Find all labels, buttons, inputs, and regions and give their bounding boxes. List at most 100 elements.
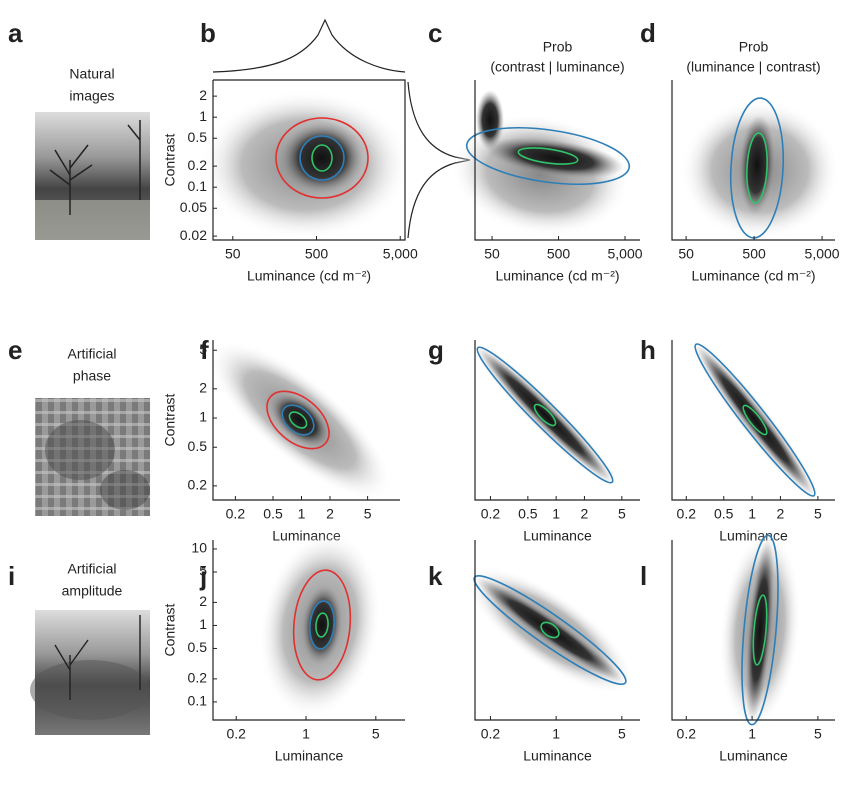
x-tick-label: 0.2 (481, 506, 501, 522)
axis (474, 540, 640, 721)
panel-letter: g (428, 335, 444, 365)
y-tick-label: 0.5 (188, 639, 208, 655)
y-axis-label: Contrast (162, 393, 178, 446)
contour (746, 132, 768, 204)
photo (35, 112, 150, 240)
panel-title: Prob (543, 39, 573, 55)
axis (671, 80, 835, 241)
x-tick-label: 0.2 (677, 726, 697, 742)
x-tick-label: 0.2 (677, 506, 697, 522)
contour (517, 147, 579, 165)
y-axis-label: Contrast (162, 603, 178, 656)
contour (292, 569, 352, 681)
contour (315, 612, 329, 638)
y-tick-label: 0.2 (188, 157, 208, 173)
contour (533, 403, 557, 427)
contour (540, 621, 560, 639)
x-tick-label: 50 (678, 246, 694, 262)
panel-letter: f (200, 335, 209, 365)
contour (275, 117, 369, 199)
x-tick-label: 5 (618, 726, 626, 742)
y-tick-label: 2 (199, 593, 207, 609)
x-tick-label: 1 (298, 506, 306, 522)
contour (281, 404, 315, 436)
x-tick-label: 0.5 (714, 506, 734, 522)
contour (476, 346, 614, 484)
y-tick-label: 0.5 (188, 438, 208, 454)
x-tick-label: 0.5 (518, 506, 538, 522)
y-tick-label: 2 (199, 87, 207, 103)
panel-letter: h (640, 335, 656, 365)
y-tick-label: 0.2 (188, 670, 208, 686)
x-tick-label: 500 (547, 246, 571, 262)
y-axis-label: Contrast (162, 133, 178, 186)
x-tick-label: 5 (814, 506, 822, 522)
panel-letter: c (428, 18, 442, 48)
x-axis-label: Luminance (523, 528, 592, 544)
caption: amplitude (62, 583, 123, 599)
x-tick-label: 50 (484, 246, 500, 262)
photo (35, 398, 150, 516)
contour (729, 97, 785, 239)
x-tick-label: 5 (372, 726, 380, 742)
x-axis-label: Luminance (719, 748, 788, 764)
y-tick-label: 0.02 (180, 227, 207, 243)
x-tick-label: 5,000 (607, 246, 642, 262)
contour (266, 390, 330, 450)
contour (742, 404, 768, 436)
contour (752, 594, 768, 666)
x-tick-label: 50 (225, 246, 241, 262)
panel-letter: d (640, 18, 656, 48)
x-axis-label: Luminance (cd m⁻²) (247, 268, 371, 284)
panel-letter: b (200, 18, 216, 48)
x-tick-label: 2 (326, 506, 334, 522)
caption: Artificial (67, 561, 116, 577)
x-tick-label: 1 (748, 726, 756, 742)
y-tick-label: 0.2 (188, 477, 208, 493)
contour (309, 600, 335, 650)
panel-letter: e (8, 335, 22, 365)
y-tick-label: 5 (199, 341, 207, 357)
caption: phase (73, 368, 111, 384)
caption: Artificial (67, 346, 116, 362)
y-tick-label: 1 (199, 616, 207, 632)
x-tick-label: 0.2 (227, 726, 247, 742)
density (745, 538, 775, 722)
axis (474, 340, 640, 501)
y-tick-label: 0.05 (180, 199, 207, 215)
x-tick-label: 5 (814, 726, 822, 742)
caption: Natural (69, 66, 114, 82)
y-tick-label: 5 (199, 563, 207, 579)
x-tick-label: 500 (305, 246, 329, 262)
axis (212, 79, 406, 241)
x-tick-label: 5,000 (383, 246, 418, 262)
axis (212, 340, 400, 501)
panel-letter: i (8, 561, 15, 591)
x-axis-label: Luminance (cd m⁻²) (495, 268, 619, 284)
density (476, 90, 504, 150)
panel-letter: a (8, 18, 23, 48)
y-tick-label: 10 (191, 540, 207, 556)
x-tick-label: 5 (618, 506, 626, 522)
x-axis-label: Luminance (cd m⁻²) (691, 268, 815, 284)
photo (30, 610, 150, 735)
x-tick-label: 1 (748, 506, 756, 522)
x-tick-label: 1 (302, 726, 310, 742)
x-axis-label: Luminance (275, 748, 344, 764)
x-axis-label: Luminance (523, 748, 592, 764)
axis (212, 540, 405, 721)
panel-title: (contrast | luminance) (490, 59, 624, 75)
density (475, 577, 625, 683)
x-tick-label: 2 (581, 506, 589, 522)
panel-letter: l (640, 561, 647, 591)
contour (694, 343, 816, 497)
y-tick-label: 1 (199, 409, 207, 425)
panel-letter: k (428, 561, 443, 591)
contour (299, 135, 345, 181)
density (485, 137, 625, 179)
contour (465, 127, 631, 185)
x-tick-label: 1 (552, 726, 560, 742)
contour (288, 411, 308, 429)
x-tick-label: 1 (552, 506, 560, 522)
